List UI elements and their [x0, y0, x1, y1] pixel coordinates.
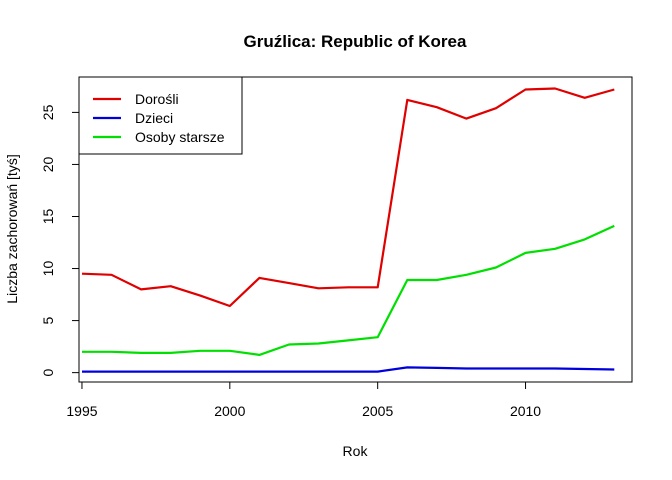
legend-entry: Dzieci [135, 110, 173, 126]
x-tick-label: 2000 [214, 403, 245, 419]
legend-entry: Dorośli [135, 91, 179, 107]
legend: Dorośli Dzieci Osoby starsze [78, 76, 243, 155]
series-line-1 [81, 87, 615, 308]
y-tick-label: 10 [40, 261, 56, 277]
y-tick-label: 20 [40, 156, 56, 172]
x-tick-label: 2010 [510, 403, 541, 419]
series-line-2 [82, 366, 615, 373]
legend-entry: Osoby starsze [135, 129, 225, 145]
x-axis-label: Rok [343, 443, 369, 459]
x-tick-label: 1995 [66, 403, 97, 419]
series-lines [81, 87, 615, 373]
y-axis-label: Liczba zachorowań [tyś] [4, 154, 20, 303]
chart-title: Gruźlica: Republic of Korea [244, 32, 467, 51]
legend-box [78, 76, 243, 155]
x-tick-label: 2005 [362, 403, 393, 419]
y-tick-label: 0 [40, 369, 56, 377]
x-axis: 1995 2000 2005 2010 [66, 381, 541, 419]
y-tick-label: 25 [40, 104, 56, 120]
y-tick-label: 15 [40, 208, 56, 224]
y-tick-label: 5 [40, 316, 56, 324]
y-axis: 0 5 10 15 20 25 [40, 104, 80, 377]
series-line-3 [82, 224, 615, 356]
